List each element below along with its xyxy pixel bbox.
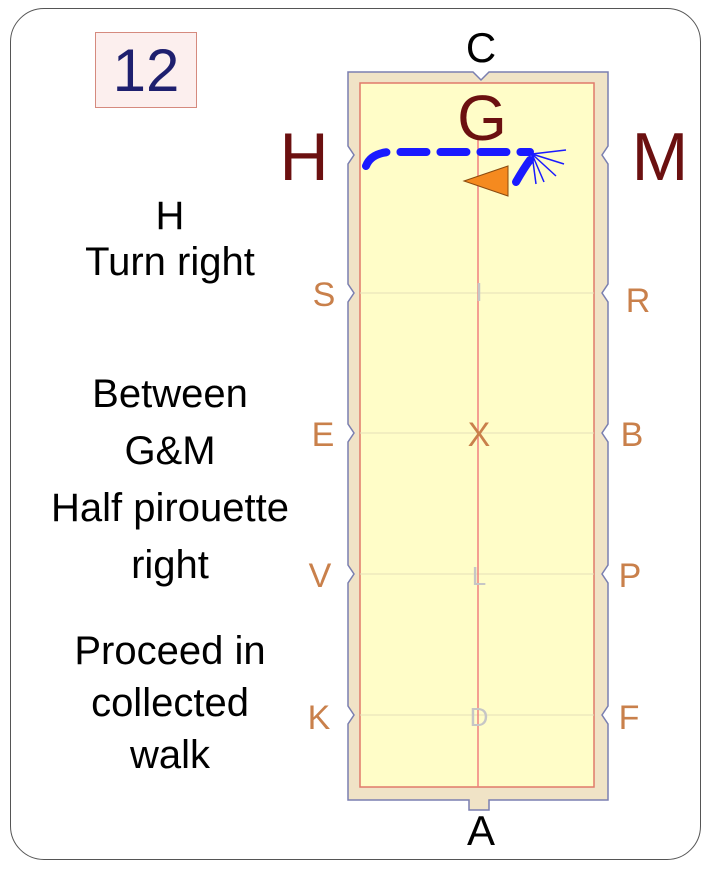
letter-p: P: [619, 557, 642, 595]
letter-x: X: [468, 416, 491, 454]
letter-a: A: [467, 807, 495, 854]
letter-l: L: [472, 561, 486, 591]
letter-s: S: [313, 276, 336, 314]
letter-h: H: [279, 119, 328, 195]
letter-c: C: [466, 24, 496, 71]
letter-m: M: [632, 119, 689, 195]
letter-b: B: [621, 416, 644, 454]
letter-d: D: [470, 702, 489, 732]
letter-k: K: [308, 699, 331, 737]
letter-v: V: [309, 557, 332, 595]
letter-g: G: [457, 82, 507, 154]
letter-e: E: [312, 416, 335, 454]
letter-f: F: [619, 699, 640, 737]
letter-i: I: [475, 277, 482, 307]
letter-r: R: [626, 282, 651, 320]
